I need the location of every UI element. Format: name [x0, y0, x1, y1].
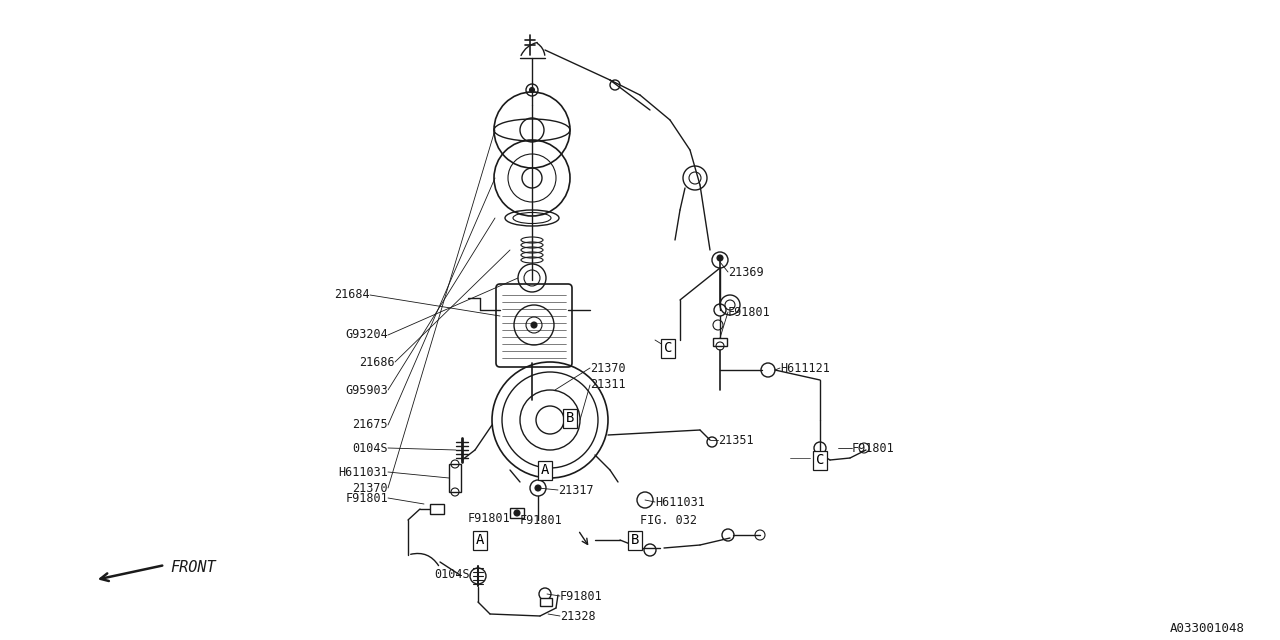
Text: A: A — [476, 533, 484, 547]
Circle shape — [535, 485, 541, 491]
Text: H611121: H611121 — [780, 362, 829, 374]
Text: B: B — [631, 533, 639, 547]
Bar — [540, 598, 552, 606]
Text: 21311: 21311 — [590, 378, 626, 392]
Circle shape — [531, 322, 538, 328]
Text: 0104S: 0104S — [352, 442, 388, 454]
Text: F91801: F91801 — [467, 511, 509, 525]
Text: 21684: 21684 — [334, 289, 370, 301]
Bar — [713, 338, 727, 346]
Text: H611031: H611031 — [655, 495, 705, 509]
Text: F91801: F91801 — [520, 513, 563, 527]
Text: H611031: H611031 — [338, 465, 388, 479]
Text: FIG. 032: FIG. 032 — [640, 513, 698, 527]
Bar — [449, 464, 461, 492]
Text: G93204: G93204 — [346, 328, 388, 342]
Text: 0104S: 0104S — [434, 568, 470, 580]
Text: 21317: 21317 — [558, 483, 594, 497]
Text: 21351: 21351 — [718, 433, 754, 447]
Text: A033001048: A033001048 — [1170, 621, 1245, 634]
Text: 21686: 21686 — [360, 355, 396, 369]
Text: FRONT: FRONT — [170, 561, 215, 575]
Circle shape — [515, 510, 520, 516]
Text: C: C — [815, 453, 824, 467]
Text: A: A — [541, 463, 549, 477]
Text: 21328: 21328 — [561, 609, 595, 623]
Text: G95903: G95903 — [346, 383, 388, 397]
Text: B: B — [566, 411, 575, 425]
Text: F91801: F91801 — [346, 492, 388, 504]
Text: F91801: F91801 — [728, 305, 771, 319]
Circle shape — [530, 88, 535, 93]
Text: 21675: 21675 — [352, 419, 388, 431]
Bar — [509, 508, 524, 518]
Text: F91801: F91801 — [561, 589, 603, 602]
Text: 21370: 21370 — [590, 362, 626, 374]
Text: F91801: F91801 — [852, 442, 895, 454]
Circle shape — [717, 255, 723, 261]
Text: 21369: 21369 — [728, 266, 764, 278]
Text: 21370: 21370 — [352, 481, 388, 495]
Bar — [430, 504, 444, 514]
Text: C: C — [664, 341, 672, 355]
